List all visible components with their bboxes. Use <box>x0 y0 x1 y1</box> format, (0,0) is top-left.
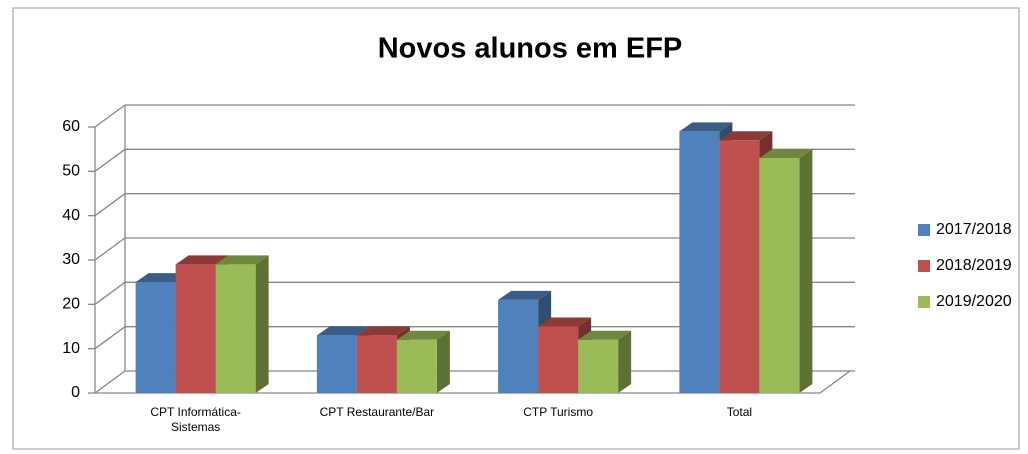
grid-line <box>94 326 126 350</box>
bar-front <box>719 140 760 393</box>
bar <box>396 330 450 393</box>
bar-top <box>538 317 592 327</box>
bar-top <box>356 326 410 336</box>
x-tick-label: CTP Turismo <box>523 405 594 419</box>
bar <box>759 149 813 393</box>
legend-swatch <box>918 296 930 308</box>
bar-top <box>135 273 189 283</box>
bar-top <box>175 255 229 265</box>
legend-label: 2017/2018 <box>936 221 1012 238</box>
bar-front <box>396 339 437 393</box>
y-tick-label: 40 <box>62 207 80 224</box>
bar-front <box>215 264 256 393</box>
bar-front <box>679 131 720 393</box>
bar-front <box>316 335 357 393</box>
bar-side <box>618 330 632 393</box>
y-tick-label: 60 <box>62 118 80 135</box>
bar-front <box>175 264 216 393</box>
bar-top <box>396 330 450 340</box>
legend-label: 2018/2019 <box>936 257 1012 274</box>
bar-front <box>538 326 579 393</box>
bar-front <box>498 299 539 393</box>
x-tick-label: Total <box>726 405 753 419</box>
grid-line <box>94 237 126 261</box>
y-tick-label: 0 <box>71 384 80 401</box>
bar-front <box>356 335 397 393</box>
bar-top <box>215 255 269 265</box>
bar-top <box>316 326 370 336</box>
bar-front <box>759 158 800 393</box>
bar-top <box>759 149 813 159</box>
bar-side <box>799 149 813 393</box>
bar <box>215 255 269 393</box>
grid-line <box>94 281 126 305</box>
y-tick-label: 50 <box>62 163 80 180</box>
grid-line <box>94 104 126 128</box>
bar-top <box>578 330 632 340</box>
y-tick-label: 30 <box>62 251 80 268</box>
bar-front <box>578 339 619 393</box>
chart-title: Novos alunos em EFP <box>378 33 683 65</box>
grid-line <box>94 148 126 172</box>
bar-top <box>498 290 552 300</box>
bar-side <box>255 255 269 393</box>
bar-top <box>719 131 773 141</box>
bar-side <box>436 330 450 393</box>
legend-swatch <box>918 224 930 236</box>
bar <box>578 330 632 393</box>
x-tick-label: CPT Informática-Sistemas <box>150 405 241 434</box>
bar-top <box>679 122 733 132</box>
legend-swatch <box>918 260 930 272</box>
bar-front <box>135 282 176 393</box>
grid-line <box>94 193 126 217</box>
x-tick-label: CPT Restaurante/Bar <box>319 405 435 419</box>
y-tick-label: 10 <box>62 340 80 357</box>
grid-line <box>94 370 126 394</box>
legend-label: 2019/2020 <box>936 293 1012 310</box>
y-tick-label: 20 <box>62 296 80 313</box>
floor-edge <box>819 370 851 394</box>
